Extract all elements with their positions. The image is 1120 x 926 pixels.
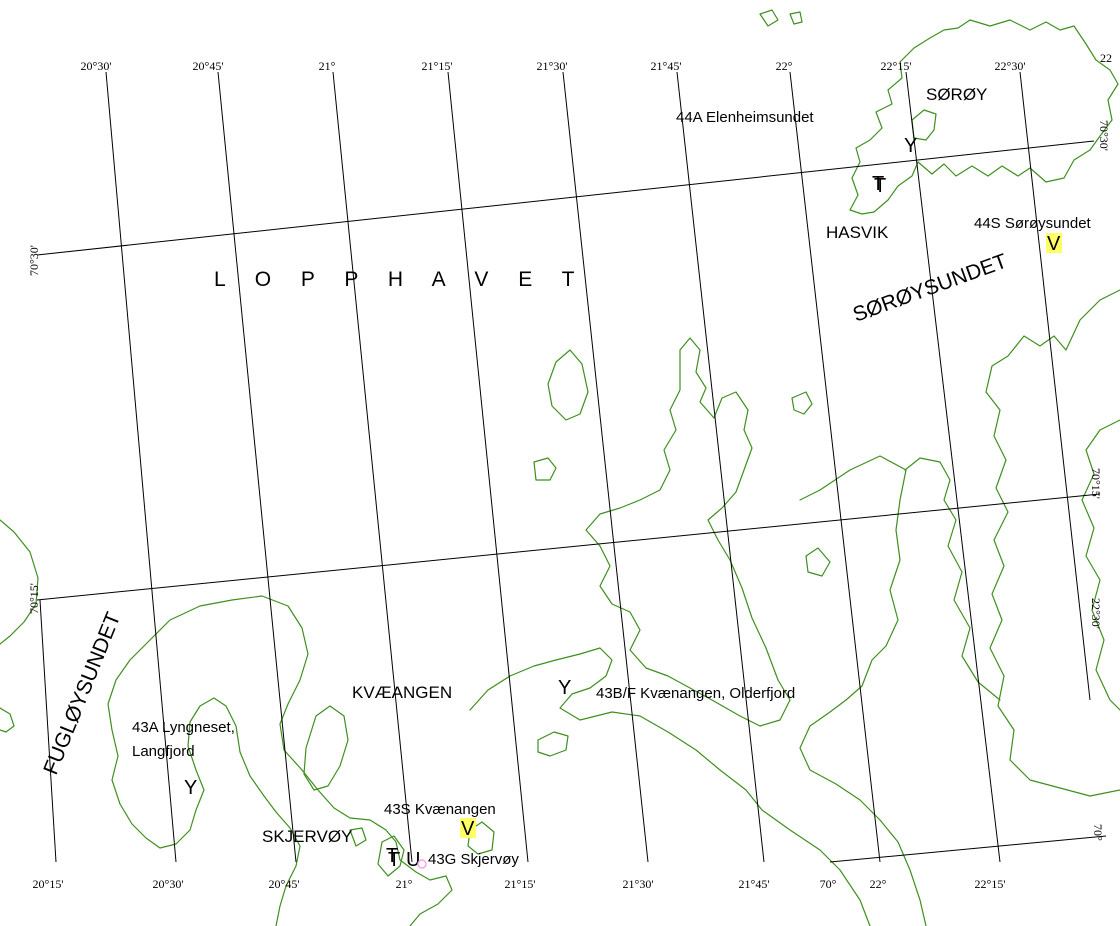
- southwest-mainland-coastline: [149, 595, 453, 926]
- symbol-t-hasvik-green: T: [874, 175, 886, 197]
- sea-lopphavet: L O P P H A V E T: [214, 268, 586, 291]
- islet-skjervoy-3: [467, 821, 495, 855]
- symbol-v-soroysundet: V: [1047, 233, 1061, 255]
- symbol-y-kvaenangen: Y: [558, 677, 571, 699]
- lat-line-70: [829, 835, 1107, 863]
- station-43s-kvaenangen: 43S Kvænangen: [384, 801, 496, 818]
- lon-line-21: [332, 71, 413, 863]
- east-mainland-coastline: [985, 289, 1120, 797]
- lon-top-22-partial: 22: [1100, 51, 1112, 65]
- lon-top-21: 21°: [319, 59, 336, 73]
- lon-line-22: [789, 71, 881, 863]
- coastlines: [0, 9, 1120, 926]
- place-hasvik: HASVIK: [826, 223, 889, 242]
- lon-bottom-2045: 20°45': [269, 877, 300, 891]
- lon-bottom-2115: 21°15': [505, 877, 536, 891]
- islet-central-2: [533, 457, 557, 481]
- central-peninsula-coastline: [585, 337, 791, 727]
- lon-top-2215: 22°15': [881, 59, 912, 73]
- lat-left-7030: 70°30': [27, 245, 41, 276]
- lon-top-2145: 21°45': [651, 59, 682, 73]
- lat-line-7030: [36, 140, 1095, 256]
- islet-skjervoy-4: [349, 827, 367, 847]
- lon-line-2130: [562, 71, 649, 863]
- lon-top-2115: 21°15': [422, 59, 453, 73]
- lon-bottom-2030: 20°30': [153, 877, 184, 891]
- kvaenangen-shore: [469, 647, 871, 926]
- lon-bottom-2015: 20°15': [33, 877, 64, 891]
- lon-line-2030: [105, 71, 177, 863]
- lon-top-2030: 20°30': [81, 59, 112, 73]
- symbol-y-elenheimsundet: Y: [904, 135, 917, 157]
- lon-line-2115: [447, 71, 529, 863]
- west-islet: [0, 707, 15, 733]
- highlight-v-kvaenangen: [460, 818, 476, 838]
- west-coastline: [0, 519, 39, 645]
- station-symbols: Y T T V Y Y V T T U: [184, 135, 1062, 871]
- east-fjord-2: [904, 457, 1001, 701]
- sea-fugloysundet: FUGLØYSUNDET: [39, 609, 125, 778]
- top-longitude-labels: 20°30' 20°45' 21° 21°15' 21°30' 21°45' 2…: [81, 51, 1112, 73]
- lat-right-7015: 70°15': [1089, 468, 1103, 499]
- lon-top-2230: 22°30': [995, 59, 1026, 73]
- highlight-v-soroysundet: [1046, 233, 1062, 253]
- symbol-t-skjervoy: T: [386, 845, 398, 867]
- symbol-u-skjervoy: U: [406, 849, 420, 871]
- lon-bottom-2130: 21°30': [623, 877, 654, 891]
- islet-skjervoy-2: [377, 835, 405, 877]
- lon-top-2130: 21°30': [537, 59, 568, 73]
- islet-kvaenangen: [537, 731, 569, 757]
- lon-line-2230: [1019, 71, 1091, 701]
- symbol-y-lyngneset: Y: [184, 777, 197, 799]
- station-44s-soroysundet: 44S Sørøysundet: [974, 215, 1092, 232]
- symbol-t-hasvik: T: [872, 173, 884, 195]
- bottom-longitude-labels: 20°15' 20°30' 20°45' 21° 21°15' 21°30' 2…: [33, 877, 1006, 891]
- station-43a-lyngneset-line2: Langfjord: [132, 743, 195, 760]
- station-44a-elenheimsundet: 44A Elenheimsundet: [676, 109, 814, 126]
- sea-soroysundet: SØRØYSUNDET: [850, 250, 1010, 327]
- place-kvaeangen: KVÆANGEN: [352, 683, 452, 702]
- lon-bottom-22: 22°: [870, 877, 887, 891]
- lat-right-7030: 70°30': [1097, 120, 1111, 151]
- islet-central-3: [791, 391, 813, 415]
- lon-bottom-21: 21°: [396, 877, 413, 891]
- lon-line-2045: [217, 71, 297, 863]
- sea-names: L O P P H A V E T SØRØYSUNDET FUGLØYSUND…: [39, 250, 1010, 778]
- station-43a-lyngneset-line1: 43A Lyngneset,: [132, 719, 235, 736]
- islet-central-1: [547, 349, 589, 421]
- top-islet-2: [789, 11, 803, 25]
- lat-right-70: 70°: [1091, 824, 1105, 841]
- lon-top-2045: 20°45': [193, 59, 224, 73]
- marker-pink-skjervoy: [417, 859, 427, 869]
- lyngen-peninsula: [107, 639, 301, 926]
- place-names: SØRØY HASVIK KVÆANGEN SKJERVØY: [262, 85, 987, 846]
- lon-line-2015: [39, 599, 57, 863]
- lon-top-22: 22°: [776, 59, 793, 73]
- lat-left-7015: 70°15': [27, 583, 41, 614]
- place-skjervoy: SKJERVØY: [262, 827, 352, 846]
- east-fjord-1: [1081, 419, 1120, 711]
- place-soroy: SØRØY: [926, 85, 987, 104]
- symbol-v-kvaenangen: V: [461, 818, 475, 840]
- soroy-coastline: [849, 19, 1119, 215]
- lat-bottom-70: 70°: [820, 877, 837, 891]
- symbol-t-skjervoy-green: T: [388, 849, 400, 871]
- lon-bottom-2145: 21°45': [739, 877, 770, 891]
- lon-line-2215: [905, 71, 1001, 863]
- station-43g-skjervoy: 43G Skjervøy: [428, 851, 519, 868]
- station-labels: 44A Elenheimsundet 44S Sørøysundet 43B/F…: [132, 109, 1092, 868]
- latlon-grid: [36, 71, 1107, 863]
- mid-mainland-coastline: [799, 455, 927, 926]
- station-43bf-kvaenangen-olderfjord: 43B/F Kvænangen, Olderfjord: [596, 685, 795, 702]
- lat-line-7015: [36, 493, 1101, 601]
- lon-bottom-2215: 22°15': [975, 877, 1006, 891]
- side-latitude-labels: 70°30' 70°15' 70°30' 70°15' 22°30' 70°: [27, 120, 1111, 841]
- top-islet-1: [759, 9, 779, 27]
- islet-central-4: [805, 547, 831, 577]
- lon-right-2230: 22°30': [1089, 598, 1103, 629]
- lon-line-2145: [676, 71, 765, 863]
- islet-skjervoy-1: [303, 705, 349, 791]
